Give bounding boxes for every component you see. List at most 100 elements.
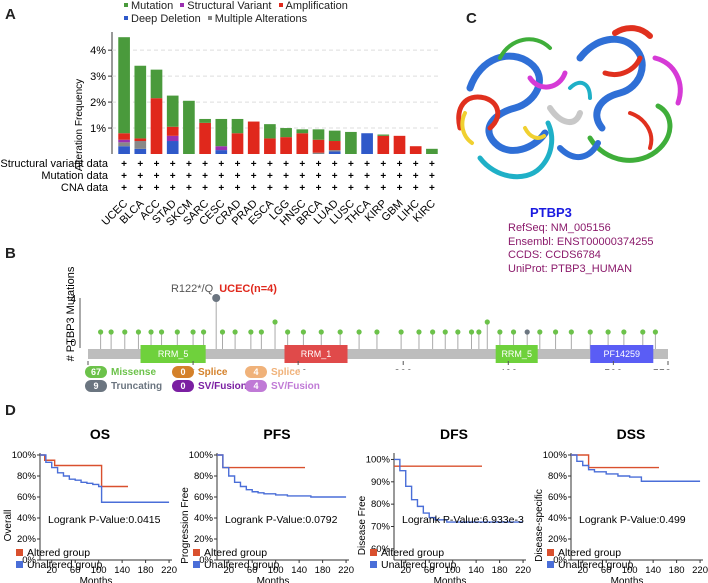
- protein-domain: [284, 345, 348, 363]
- refseq-link[interactable]: RefSeq: NM_005156: [508, 222, 611, 234]
- mutation-point: [108, 329, 114, 335]
- logrank-pvalue: Logrank P-Value:6.933e-3: [402, 514, 524, 526]
- legend-item: Multiple Alterations: [214, 13, 308, 25]
- y-tick-label: 70%: [371, 521, 391, 532]
- data-row-marker: +: [299, 159, 305, 170]
- hotspot-cohort: UCEC(n=4): [219, 283, 277, 295]
- legend-splice-putative: 4 Splice: [245, 366, 300, 378]
- alteration-frequency-chart: Alteration Frequency 1%2%3%4%+++UCEC+++B…: [0, 32, 440, 229]
- legend-sv-fusion-putative: 4 SV/Fusion: [245, 380, 320, 392]
- data-row-marker: +: [218, 183, 224, 194]
- hotspot-label: R122*/Q: [171, 283, 214, 295]
- data-row-marker: +: [170, 159, 176, 170]
- mutation-point: [510, 329, 517, 335]
- mutation-point: [484, 319, 490, 325]
- unaltered-curve: [217, 454, 347, 498]
- y-tick-label: 60%: [548, 492, 568, 503]
- data-row-marker: +: [283, 171, 289, 182]
- mutation-point: [337, 329, 343, 335]
- data-row-marker: +: [413, 159, 419, 170]
- domain-label: RRM_5: [501, 349, 532, 359]
- y-tick-label: 100%: [543, 450, 568, 461]
- sv-fusion-putative-count: 4: [245, 380, 267, 392]
- data-row-marker: +: [316, 183, 322, 194]
- protein-identifiers: RefSeq: NM_005156 Ensembl: ENST000003742…: [508, 222, 654, 276]
- mutation-swatch: [124, 3, 128, 7]
- y-tick-label: 20%: [194, 534, 214, 545]
- legend-item: Deep Deletion: [131, 13, 201, 25]
- mutation-point: [356, 329, 362, 335]
- splice-label: Splice: [198, 366, 228, 378]
- amplification-swatch: [278, 3, 283, 7]
- legend-truncating: 9 Truncating: [85, 380, 162, 392]
- mutation-point: [497, 329, 503, 335]
- domain-label: PF14259: [604, 349, 641, 359]
- y-axis-label: Disease Free: [357, 495, 368, 555]
- splice-count: 0: [172, 366, 194, 378]
- bar-segment: [215, 146, 228, 151]
- bar-segment: [118, 142, 130, 147]
- data-row-marker: +: [251, 171, 257, 182]
- bar-segment: [150, 69, 163, 99]
- km-plot-pfs: PFS 0% 20% 40% 60% 80% 100% 20 60 100 140 180 220 Mon…: [180, 426, 354, 583]
- data-row-marker: +: [186, 171, 192, 182]
- bar-segment: [231, 133, 244, 154]
- data-row-marker: +: [267, 171, 273, 182]
- ensembl-link[interactable]: Ensembl: ENST00000374255: [508, 235, 654, 248]
- mutation-point: [587, 329, 593, 335]
- x-tick-label: 552aa: [653, 368, 684, 370]
- mutation-point: [219, 329, 226, 335]
- bar-segment: [393, 135, 406, 154]
- truncating-count: 9: [85, 380, 107, 392]
- data-row-marker: +: [397, 183, 403, 194]
- mutation-point: [568, 329, 574, 335]
- data-row-marker: +: [121, 159, 127, 170]
- bar-segment: [361, 133, 373, 154]
- logrank-pvalue: Logrank P-Value:0.0415: [48, 514, 161, 526]
- y-tick-label: 60%: [194, 492, 214, 503]
- unaltered-swatch: [16, 561, 23, 568]
- bar-segment: [328, 130, 341, 142]
- altered-curve: [40, 454, 128, 488]
- bar-segment: [199, 122, 211, 154]
- bar-segment: [118, 146, 130, 154]
- panel-label-d: D: [5, 402, 16, 419]
- mutation-point: [430, 329, 436, 335]
- y-axis-label: Progression Free: [180, 487, 191, 564]
- mutation-point: [200, 329, 207, 335]
- km-plot-os: OS 0% 20% 40% 60% 80% 100% 20 60 100 140 180 220 Mont…: [3, 426, 177, 583]
- legend-missense: 67 Missense: [85, 366, 156, 378]
- bar-segment: [377, 134, 390, 136]
- data-row-marker: +: [413, 183, 419, 194]
- bar-segment: [345, 131, 357, 154]
- km-plot-dfs: DFS 60% 70% 80% 90% 100% 20 60 100 140 180 220 Month…: [357, 426, 531, 583]
- y-axis-label: Alteration Frequency: [74, 79, 85, 171]
- x-axis-label: Months: [434, 576, 467, 583]
- data-row-marker: +: [332, 159, 338, 170]
- data-row-marker: +: [218, 171, 224, 182]
- y-tick-label: 4: [70, 294, 76, 305]
- km-title: PFS: [263, 426, 290, 442]
- domain-label: RRM_1: [301, 349, 332, 359]
- x-tick-label: 60: [601, 565, 612, 576]
- bar-segment: [280, 128, 292, 138]
- bar-segment: [328, 141, 341, 151]
- bar-segment: [118, 133, 130, 140]
- altered-legend: Altered group: [558, 547, 621, 559]
- x-tick-label: 220: [515, 565, 531, 576]
- sv-swatch: [180, 3, 185, 7]
- mutation-point: [416, 329, 422, 335]
- data-row-marker: +: [154, 171, 160, 182]
- unaltered-legend: Unaltered group: [27, 559, 102, 571]
- bar-segment: [312, 139, 325, 153]
- bar-segment: [328, 151, 341, 154]
- data-row-marker: +: [397, 159, 403, 170]
- uniprot-link[interactable]: UniProt: PTBP3_HUMAN: [508, 262, 633, 275]
- mutation-point: [442, 329, 448, 335]
- ccds-link[interactable]: CCDS: CCDS6784: [508, 249, 601, 261]
- protein-domain: [495, 345, 538, 363]
- data-row-marker: +: [137, 159, 143, 170]
- y-tick-label: 40%: [548, 513, 568, 524]
- bar-segment: [264, 124, 276, 139]
